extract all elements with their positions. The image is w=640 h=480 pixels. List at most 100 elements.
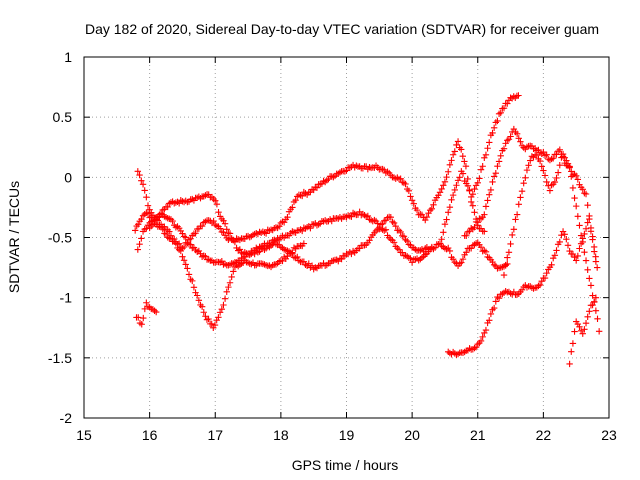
data-point-marker bbox=[500, 104, 508, 112]
data-point-marker bbox=[568, 348, 575, 355]
data-point-marker bbox=[187, 241, 194, 248]
data-point-marker bbox=[504, 100, 511, 107]
data-point-marker bbox=[582, 190, 590, 198]
data-point-marker bbox=[390, 219, 398, 227]
data-point-marker bbox=[586, 275, 593, 282]
data-point-marker bbox=[305, 260, 312, 267]
data-point-marker bbox=[486, 191, 493, 198]
data-point-marker bbox=[308, 262, 316, 269]
data-point-marker bbox=[545, 182, 552, 189]
data-point-marker bbox=[189, 277, 196, 285]
data-point-marker bbox=[463, 249, 470, 256]
data-point-marker bbox=[593, 264, 601, 271]
data-point-marker bbox=[175, 240, 183, 247]
data-point-marker bbox=[487, 310, 495, 318]
series-track-2 bbox=[131, 138, 488, 252]
data-point-marker bbox=[139, 181, 147, 188]
data-point-marker bbox=[566, 163, 573, 170]
data-point-marker bbox=[143, 193, 150, 201]
data-point-marker bbox=[481, 228, 488, 235]
data-point-marker bbox=[533, 151, 541, 159]
y-tick-label: 0 bbox=[64, 169, 72, 185]
data-point-marker bbox=[446, 161, 454, 168]
data-point-marker bbox=[471, 185, 478, 193]
data-point-marker bbox=[446, 203, 454, 211]
data-point-marker bbox=[138, 215, 145, 223]
data-point-marker bbox=[392, 222, 399, 230]
data-point-marker bbox=[538, 163, 545, 170]
data-point-marker bbox=[299, 227, 306, 235]
data-point-marker bbox=[584, 219, 591, 226]
data-point-marker bbox=[182, 234, 189, 241]
data-point-marker bbox=[446, 247, 454, 255]
data-point-marker bbox=[502, 261, 509, 269]
data-point-marker bbox=[231, 238, 239, 246]
data-point-marker bbox=[131, 227, 139, 234]
data-marks bbox=[131, 92, 603, 368]
data-point-marker bbox=[159, 225, 166, 233]
data-point-marker bbox=[451, 186, 458, 194]
data-point-marker bbox=[157, 210, 165, 217]
data-point-marker bbox=[387, 214, 394, 221]
data-point-marker bbox=[525, 162, 532, 169]
data-point-marker bbox=[489, 178, 496, 186]
data-point-marker bbox=[592, 253, 599, 260]
y-tick-label: 1 bbox=[64, 49, 72, 65]
data-point-marker bbox=[218, 257, 226, 265]
x-tick-label: 23 bbox=[601, 427, 617, 443]
series-track-6 bbox=[445, 215, 600, 358]
data-point-marker bbox=[390, 239, 398, 246]
data-point-marker bbox=[520, 180, 527, 187]
data-point-marker bbox=[192, 230, 199, 237]
data-point-marker bbox=[216, 225, 224, 232]
data-point-marker bbox=[581, 249, 588, 256]
data-point-marker bbox=[482, 326, 490, 334]
data-point-marker bbox=[551, 252, 559, 259]
data-point-marker bbox=[313, 184, 321, 191]
data-point-marker bbox=[471, 223, 478, 231]
data-point-marker bbox=[408, 197, 416, 204]
series-track-4 bbox=[146, 191, 436, 273]
data-point-marker bbox=[515, 201, 522, 208]
data-point-marker bbox=[510, 226, 518, 233]
data-point-marker bbox=[420, 248, 427, 256]
data-point-marker bbox=[366, 237, 373, 244]
data-point-marker bbox=[579, 330, 586, 337]
data-point-marker bbox=[212, 197, 219, 204]
data-point-marker bbox=[138, 177, 145, 184]
data-point-marker bbox=[443, 216, 450, 223]
data-point-marker bbox=[551, 178, 559, 186]
y-tick-label: -1.5 bbox=[48, 350, 72, 366]
data-point-marker bbox=[556, 146, 563, 153]
data-point-marker bbox=[292, 196, 299, 204]
data-point-marker bbox=[194, 292, 201, 299]
data-point-marker bbox=[182, 261, 189, 268]
data-point-marker bbox=[438, 185, 445, 193]
data-point-marker bbox=[402, 180, 409, 188]
data-point-marker bbox=[230, 268, 237, 275]
data-point-marker bbox=[572, 202, 580, 210]
x-tick-label: 16 bbox=[142, 427, 158, 443]
data-point-marker bbox=[512, 216, 519, 223]
series-track-9 bbox=[500, 150, 603, 335]
data-point-marker bbox=[586, 308, 593, 315]
data-point-marker bbox=[497, 109, 504, 116]
data-point-marker bbox=[180, 243, 188, 251]
x-tick-label: 18 bbox=[273, 427, 289, 443]
data-point-marker bbox=[215, 314, 222, 321]
data-point-marker bbox=[518, 188, 526, 195]
data-point-marker bbox=[376, 225, 383, 233]
data-point-marker bbox=[456, 174, 463, 181]
data-point-marker bbox=[458, 146, 465, 153]
data-point-marker bbox=[169, 217, 176, 225]
data-point-marker bbox=[572, 257, 580, 264]
data-point-marker bbox=[486, 139, 493, 146]
data-point-marker bbox=[469, 202, 477, 209]
data-point-marker bbox=[164, 203, 171, 211]
data-point-marker bbox=[279, 257, 286, 265]
data-point-marker bbox=[338, 255, 345, 263]
data-point-marker bbox=[540, 148, 547, 156]
x-tick-label: 21 bbox=[470, 427, 486, 443]
data-point-marker bbox=[500, 145, 508, 152]
data-point-marker bbox=[517, 138, 524, 145]
